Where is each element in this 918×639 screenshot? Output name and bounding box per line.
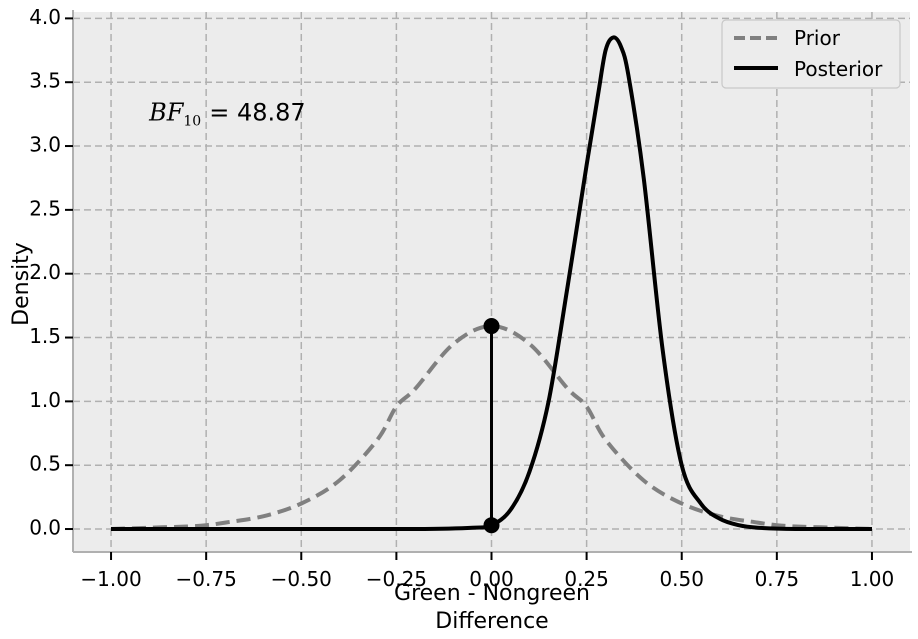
y-tick-label: 2.5	[29, 196, 61, 220]
y-tick-label: 0.0	[29, 516, 61, 540]
bf-subscript: 10	[183, 114, 201, 130]
y-tick-label: 1.5	[29, 324, 61, 348]
x-tick-label: 0.50	[659, 567, 704, 591]
legend-prior-label: Prior	[794, 26, 841, 50]
x-axis-label-line2: Difference	[435, 609, 548, 634]
y-tick-label: 2.0	[29, 260, 61, 284]
series-line-prior	[110, 324, 873, 531]
series-line-posterior	[111, 35, 872, 531]
legend: Prior Posterior	[721, 19, 901, 89]
bayes-factor-annotation: BF10 = 48.87	[148, 99, 306, 130]
x-tick-label: 0.25	[564, 567, 609, 591]
x-tick-label: −0.75	[176, 567, 237, 591]
x-tick-label: −0.50	[271, 567, 332, 591]
bf-label: BF	[148, 99, 185, 127]
x-tick-label: −0.25	[366, 567, 427, 591]
prior-density-point	[483, 318, 500, 335]
y-axis-label: Density	[9, 242, 34, 326]
x-tick-label: 0.75	[755, 567, 800, 591]
legend-posterior-label: Posterior	[794, 57, 883, 81]
x-tick-label: 1.00	[850, 567, 895, 591]
y-tick-label: 3.5	[29, 69, 61, 93]
y-tick-label: 4.0	[29, 5, 61, 29]
ticks: −1.00 −0.75 −0.50 −0.25 0.00 0.25 0.50 0.75 1.00…	[29, 5, 894, 591]
series-layer	[110, 35, 873, 531]
x-tick-label: −1.00	[80, 567, 141, 591]
y-tick-label: 1.0	[29, 388, 61, 412]
bf-value: = 48.87	[209, 99, 305, 127]
y-tick-label: 3.0	[29, 133, 61, 157]
y-tick-label: 0.5	[29, 452, 61, 476]
x-axis-label: Green - Nongreen	[394, 581, 590, 606]
savage-dickey-markers	[483, 318, 500, 534]
posterior-density-point	[483, 517, 500, 534]
x-tick-label: 0.00	[469, 567, 514, 591]
